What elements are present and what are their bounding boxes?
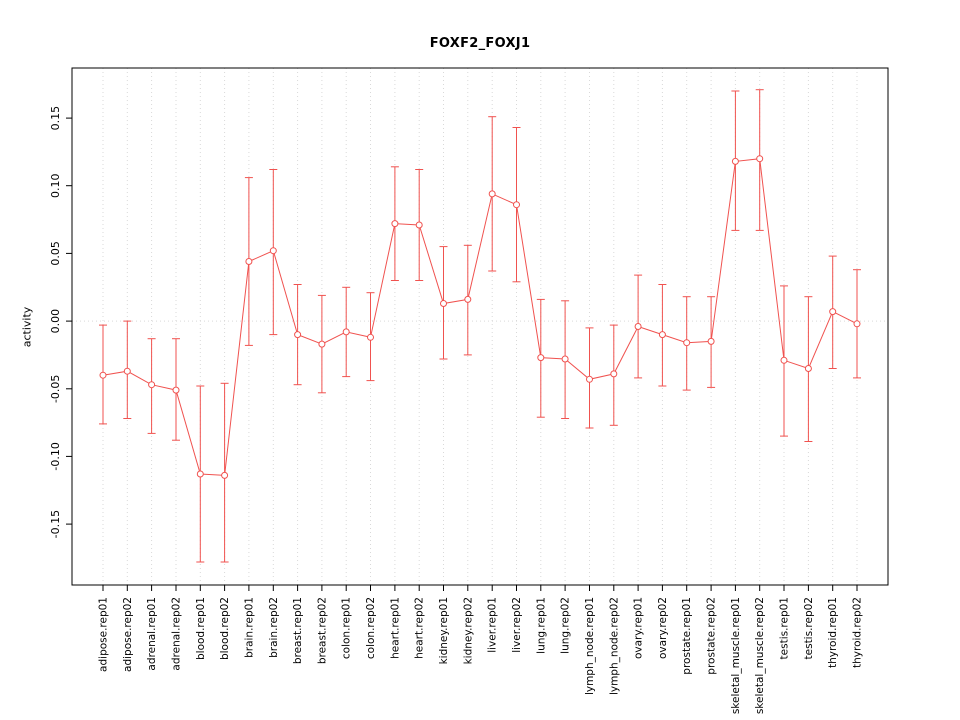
svg-text:-0.10: -0.10 bbox=[49, 442, 62, 470]
svg-text:blood.rep01: blood.rep01 bbox=[195, 597, 207, 660]
svg-text:breast.rep01: breast.rep01 bbox=[292, 597, 304, 664]
svg-text:brain.rep01: brain.rep01 bbox=[243, 597, 255, 658]
svg-text:-0.15: -0.15 bbox=[49, 510, 62, 538]
svg-text:thyroid.rep02: thyroid.rep02 bbox=[852, 597, 864, 668]
svg-text:kidney.rep02: kidney.rep02 bbox=[462, 597, 474, 664]
svg-text:lymph_node.rep02: lymph_node.rep02 bbox=[608, 597, 620, 695]
svg-text:breast.rep02: breast.rep02 bbox=[316, 597, 328, 664]
svg-text:colon.rep02: colon.rep02 bbox=[365, 597, 377, 659]
svg-text:heart.rep01: heart.rep01 bbox=[389, 597, 401, 659]
svg-text:adipose.rep02: adipose.rep02 bbox=[122, 597, 134, 672]
svg-text:0.05: 0.05 bbox=[49, 241, 62, 266]
svg-text:colon.rep01: colon.rep01 bbox=[341, 597, 353, 659]
svg-text:prostate.rep01: prostate.rep01 bbox=[681, 597, 693, 675]
svg-text:kidney.rep01: kidney.rep01 bbox=[438, 597, 450, 664]
svg-text:liver.rep01: liver.rep01 bbox=[487, 597, 499, 653]
svg-text:0.15: 0.15 bbox=[49, 106, 62, 131]
svg-text:testis.rep01: testis.rep01 bbox=[779, 597, 791, 659]
svg-text:-0.05: -0.05 bbox=[49, 375, 62, 403]
svg-text:adrenal.rep01: adrenal.rep01 bbox=[146, 597, 158, 671]
chart-title: FOXF2_FOXJ1 bbox=[429, 36, 531, 51]
svg-text:adrenal.rep02: adrenal.rep02 bbox=[171, 597, 183, 671]
svg-text:skeletal_muscle.rep01: skeletal_muscle.rep01 bbox=[730, 597, 742, 714]
svg-text:0.00: 0.00 bbox=[49, 309, 62, 334]
svg-text:thyroid.rep01: thyroid.rep01 bbox=[827, 597, 839, 668]
svg-text:testis.rep02: testis.rep02 bbox=[803, 597, 815, 659]
svg-text:lung.rep01: lung.rep01 bbox=[535, 597, 547, 654]
svg-text:0.10: 0.10 bbox=[49, 173, 62, 198]
svg-text:ovary.rep02: ovary.rep02 bbox=[657, 597, 669, 659]
svg-text:liver.rep02: liver.rep02 bbox=[511, 597, 523, 653]
svg-text:prostate.rep02: prostate.rep02 bbox=[706, 597, 718, 675]
svg-text:brain.rep02: brain.rep02 bbox=[268, 597, 280, 658]
svg-text:skeletal_muscle.rep02: skeletal_muscle.rep02 bbox=[754, 597, 766, 714]
svg-text:adipose.rep01: adipose.rep01 bbox=[98, 597, 110, 672]
svg-text:blood.rep02: blood.rep02 bbox=[219, 597, 231, 660]
svg-text:heart.rep02: heart.rep02 bbox=[414, 597, 426, 659]
svg-text:lung.rep02: lung.rep02 bbox=[560, 597, 572, 654]
svg-text:ovary.rep01: ovary.rep01 bbox=[633, 597, 645, 659]
svg-text:lymph_node.rep01: lymph_node.rep01 bbox=[584, 597, 596, 695]
